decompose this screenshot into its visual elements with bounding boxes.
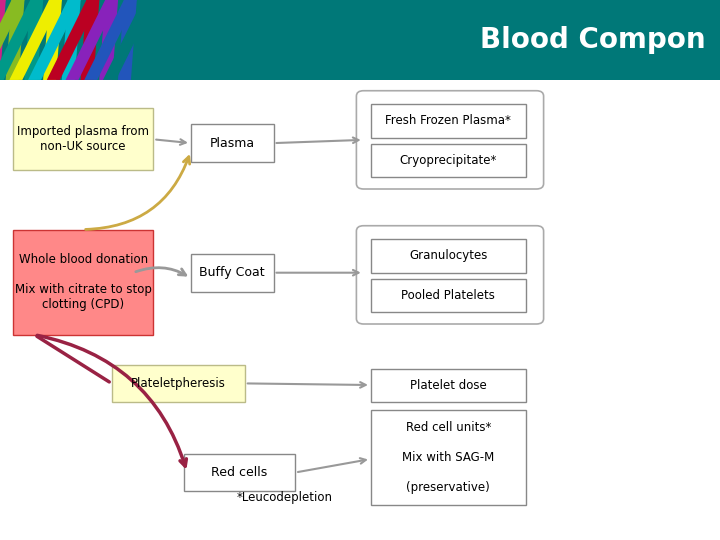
Text: Platelet dose: Platelet dose [410,379,487,392]
Polygon shape [66,0,118,540]
Text: Granulocytes: Granulocytes [409,249,487,262]
Polygon shape [103,0,156,540]
Text: Red cell units*

Mix with SAG-M

(preservative): Red cell units* Mix with SAG-M (preserva… [402,421,495,494]
FancyBboxPatch shape [371,410,526,505]
Polygon shape [9,0,62,80]
Polygon shape [0,0,43,540]
FancyBboxPatch shape [371,369,526,402]
Text: Cryoprecipitate*: Cryoprecipitate* [400,154,497,167]
Polygon shape [84,0,137,540]
Polygon shape [66,0,118,80]
Text: Fresh Frozen Plasma*: Fresh Frozen Plasma* [385,114,511,127]
Text: Whole blood donation

Mix with citrate to stop
clotting (CPD): Whole blood donation Mix with citrate to… [14,253,152,311]
Polygon shape [103,0,156,80]
Polygon shape [28,0,81,540]
FancyArrowPatch shape [136,268,186,275]
Text: Red cells: Red cells [211,466,268,479]
FancyBboxPatch shape [191,254,274,292]
Polygon shape [47,0,99,80]
Text: Blood Compon: Blood Compon [480,26,706,54]
Polygon shape [28,0,81,80]
Polygon shape [0,0,43,80]
Polygon shape [0,0,6,80]
FancyBboxPatch shape [371,239,526,273]
FancyBboxPatch shape [184,454,295,491]
FancyBboxPatch shape [158,80,720,540]
FancyBboxPatch shape [371,144,526,177]
Text: Plasma: Plasma [210,137,255,150]
Polygon shape [0,0,6,540]
Text: Imported plasma from
non-UK source: Imported plasma from non-UK source [17,125,149,153]
FancyArrowPatch shape [86,157,189,230]
Polygon shape [47,0,99,540]
FancyBboxPatch shape [0,80,720,540]
FancyBboxPatch shape [371,279,526,312]
Polygon shape [0,0,24,80]
Text: Buffy Coat: Buffy Coat [199,266,265,279]
Polygon shape [9,0,62,540]
FancyBboxPatch shape [191,124,274,162]
Text: *Leucodepletion: *Leucodepletion [236,491,333,504]
Polygon shape [0,0,24,540]
Polygon shape [84,0,137,80]
Text: Plateletpheresis: Plateletpheresis [131,377,225,390]
Text: Pooled Platelets: Pooled Platelets [401,289,495,302]
FancyBboxPatch shape [13,108,153,170]
FancyBboxPatch shape [112,364,245,402]
FancyBboxPatch shape [371,104,526,138]
FancyBboxPatch shape [13,230,153,335]
FancyArrowPatch shape [37,336,109,382]
FancyBboxPatch shape [0,0,720,80]
FancyArrowPatch shape [37,335,186,466]
